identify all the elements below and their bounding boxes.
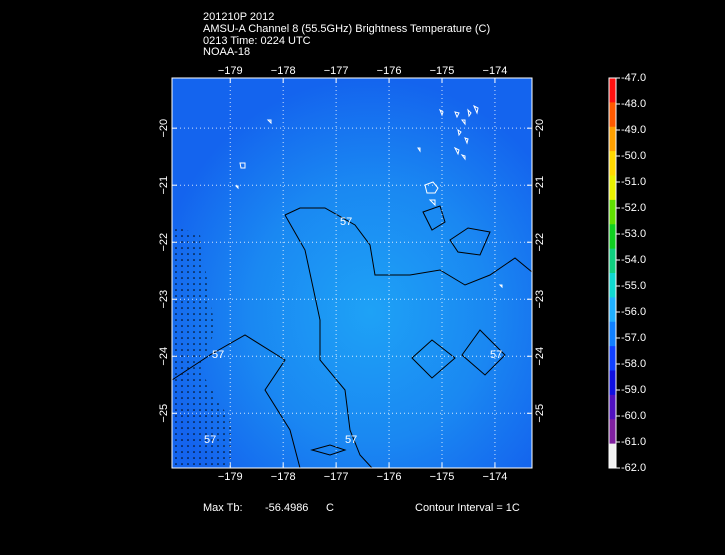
contour-interval: Contour Interval = 1C bbox=[415, 502, 520, 514]
contour-label: 57 bbox=[204, 434, 216, 446]
lon-tick-label: −178 bbox=[271, 65, 296, 77]
lon-tick-label: −175 bbox=[430, 471, 455, 483]
footer: Max Tb: -56.4986 C Contour Interval = 1C bbox=[203, 502, 520, 514]
colorbar-label: -60.0 bbox=[621, 410, 646, 422]
colorbar-swatch bbox=[609, 443, 616, 469]
lon-tick-label: −176 bbox=[377, 471, 402, 483]
lon-tick-label: −176 bbox=[377, 65, 402, 77]
lon-tick-label: −175 bbox=[430, 65, 455, 77]
contour bbox=[284, 214, 373, 469]
lon-tick-label: −177 bbox=[324, 65, 349, 77]
colorbar-swatch bbox=[609, 273, 616, 298]
contour bbox=[449, 227, 491, 256]
colorbar-swatch bbox=[609, 102, 616, 128]
colorbar-label: -54.0 bbox=[621, 254, 646, 266]
contour bbox=[284, 207, 533, 286]
colorbar-frame bbox=[608, 77, 617, 469]
header: 201210P 2012 AMSU-A Channel 8 (55.5GHz) … bbox=[203, 11, 490, 58]
lon-tick-label: −174 bbox=[483, 65, 508, 77]
colorbar-swatch bbox=[609, 126, 616, 152]
colorbar-label: -48.0 bbox=[621, 98, 646, 110]
contour-label: 57 bbox=[345, 434, 357, 446]
lon-tick-label: −178 bbox=[271, 471, 296, 483]
lon-tick-label: −177 bbox=[324, 471, 349, 483]
dotted-region bbox=[172, 225, 235, 468]
colorbar-label: -58.0 bbox=[621, 358, 646, 370]
lon-tick-label: −179 bbox=[218, 471, 243, 483]
colorbar-label: -49.0 bbox=[621, 124, 646, 136]
colorbar-swatch bbox=[609, 419, 616, 445]
lat-tick-label: −23 bbox=[158, 290, 170, 309]
colorbar-swatch bbox=[609, 346, 616, 371]
contour bbox=[411, 339, 456, 379]
lat-tick-label: −22 bbox=[158, 233, 170, 252]
header-line: 0213 Time: 0224 UTC bbox=[203, 35, 311, 47]
colorbar-swatch bbox=[609, 224, 616, 250]
colorbar-swatch bbox=[609, 370, 616, 396]
lat-tick-label: −24 bbox=[534, 347, 546, 366]
max-label: Max Tb: bbox=[203, 502, 243, 514]
colorbar: -47.0 -48.0 -49.0 -50.0 -51.0 -52.0 -53.0 -54.0… bbox=[608, 72, 646, 474]
temperature-field bbox=[172, 78, 532, 468]
header-line: AMSU-A Channel 8 (55.5GHz) Brightness Te… bbox=[203, 23, 490, 35]
max-unit: C bbox=[326, 502, 334, 514]
colorbar-swatch bbox=[609, 248, 616, 274]
map-frame bbox=[171, 77, 533, 469]
colorbar-label: -57.0 bbox=[621, 332, 646, 344]
lat-tick-label: −20 bbox=[158, 119, 170, 138]
contour-label: 57 bbox=[340, 216, 352, 228]
colorbar-swatch bbox=[609, 321, 616, 347]
contour bbox=[422, 205, 446, 231]
colorbar-label: -59.0 bbox=[621, 384, 646, 396]
colorbar-swatch bbox=[609, 78, 616, 103]
map: 57 57 57 57 57 bbox=[171, 77, 533, 469]
colorbar-label: -62.0 bbox=[621, 462, 646, 474]
lat-tick-label: −21 bbox=[534, 176, 546, 195]
colorbar-label: -55.0 bbox=[621, 280, 646, 292]
colorbar-label: -51.0 bbox=[621, 176, 646, 188]
contour bbox=[310, 444, 347, 456]
contour bbox=[461, 329, 506, 376]
colorbar-swatch bbox=[609, 199, 616, 225]
contour-label: 57 bbox=[490, 349, 502, 361]
header-line: 201210P 2012 bbox=[203, 11, 274, 23]
colorbar-label: -61.0 bbox=[621, 436, 646, 448]
lat-tick-label: −21 bbox=[158, 176, 170, 195]
max-value: -56.4986 bbox=[265, 502, 308, 514]
colorbar-swatch bbox=[609, 151, 616, 176]
colorbar-label: -56.0 bbox=[621, 306, 646, 318]
lon-tick-label: −179 bbox=[218, 65, 243, 77]
lat-tick-label: −22 bbox=[534, 233, 546, 252]
lon-tick-label: −174 bbox=[483, 471, 508, 483]
island bbox=[234, 104, 503, 289]
header-line: NOAA-18 bbox=[203, 46, 250, 58]
colorbar-label: -53.0 bbox=[621, 228, 646, 240]
lat-tick-label: −24 bbox=[158, 347, 170, 366]
colorbar-swatch bbox=[609, 297, 616, 323]
lat-tick-label: −25 bbox=[534, 404, 546, 423]
colorbar-label: -52.0 bbox=[621, 202, 646, 214]
lat-tick-label: −20 bbox=[534, 119, 546, 138]
lat-tick-label: −23 bbox=[534, 290, 546, 309]
colorbar-swatch bbox=[609, 175, 616, 201]
contour bbox=[171, 334, 301, 469]
lat-tick-label: −25 bbox=[158, 404, 170, 423]
colorbar-label: -50.0 bbox=[621, 150, 646, 162]
contour-label: 57 bbox=[212, 349, 224, 361]
colorbar-label: -47.0 bbox=[621, 72, 646, 84]
colorbar-swatch bbox=[609, 394, 616, 420]
